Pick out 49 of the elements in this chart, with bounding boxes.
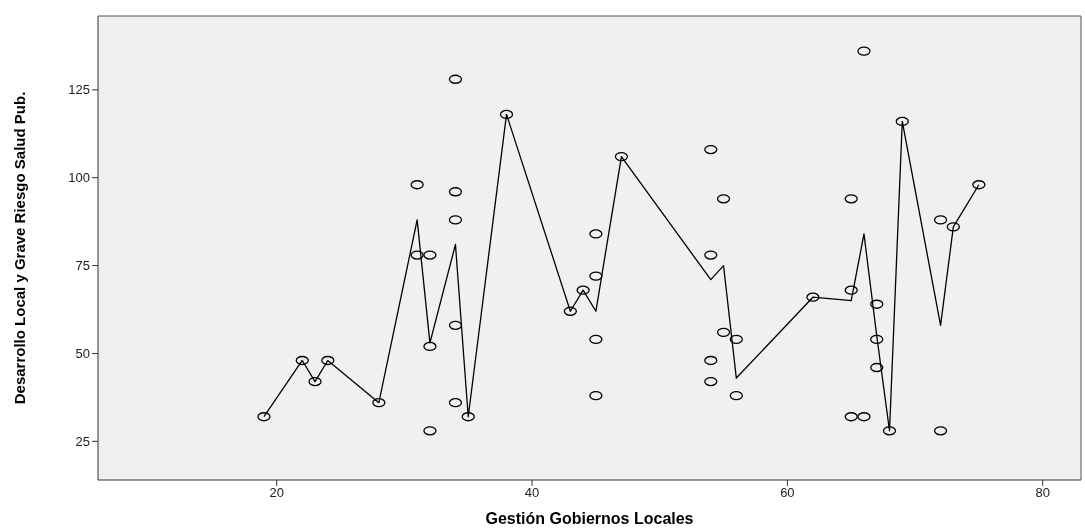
point <box>321 355 335 366</box>
point <box>589 271 603 281</box>
point <box>423 341 437 352</box>
point <box>729 334 743 345</box>
x-tick-label: 20 <box>269 485 284 501</box>
point <box>423 250 437 260</box>
y-tick-label: 125 <box>68 82 90 98</box>
point <box>308 376 322 387</box>
point <box>870 299 884 309</box>
point <box>704 376 718 387</box>
point <box>806 292 820 302</box>
point <box>499 109 514 120</box>
point <box>946 222 960 232</box>
point <box>295 355 309 366</box>
point <box>857 412 871 422</box>
point <box>844 412 858 422</box>
point <box>563 306 577 316</box>
point <box>729 390 743 401</box>
point <box>704 144 718 155</box>
point <box>257 412 271 422</box>
x-tick-label: 60 <box>780 485 795 501</box>
point <box>704 250 718 260</box>
y-tick-label: 50 <box>75 346 90 362</box>
y-tick-label: 100 <box>68 170 90 186</box>
x-tick-label: 40 <box>524 485 540 501</box>
point <box>614 151 629 162</box>
point <box>972 180 986 190</box>
y-axis-title: Desarrollo Local y Grave Riesgo Salud Pub. <box>11 91 29 405</box>
point <box>716 327 731 338</box>
x-tick-label: 80 <box>1035 485 1050 501</box>
point <box>857 46 871 56</box>
point <box>589 229 603 239</box>
point <box>372 398 386 408</box>
point <box>410 250 424 260</box>
point <box>844 285 858 295</box>
point <box>844 194 858 204</box>
point <box>423 426 437 436</box>
point <box>704 355 718 366</box>
point <box>461 412 475 422</box>
point <box>895 116 909 127</box>
point <box>870 334 884 345</box>
point <box>870 362 884 373</box>
point <box>410 180 424 190</box>
point <box>576 285 590 295</box>
y-tick-label: 25 <box>75 433 90 449</box>
y-tick-label: 75 <box>75 258 90 274</box>
point <box>589 390 603 401</box>
x-axis-title: Gestión Gobiernos Locales <box>485 510 694 527</box>
point <box>589 334 603 345</box>
